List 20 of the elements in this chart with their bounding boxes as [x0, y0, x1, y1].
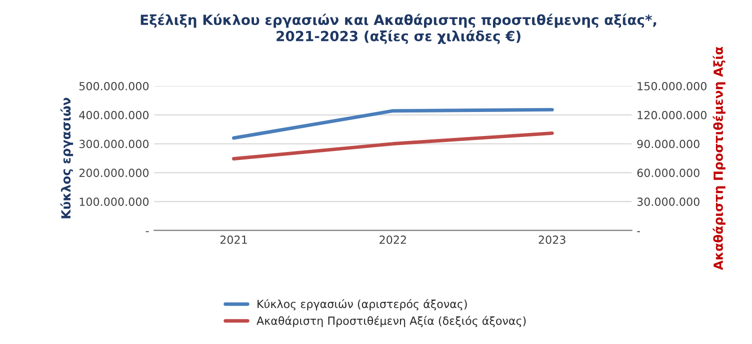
- y-tick-label: 500.000.000: [79, 82, 149, 90]
- y-tick-label: 100.000.000: [80, 198, 149, 206]
- y2-tick-label: 150.000.000: [638, 82, 706, 90]
- y-tick-label: 300.000.000: [79, 140, 149, 148]
- x-tick-label: 2023: [538, 236, 566, 244]
- y2-axis-title: Ακαθάριστη Προστιθέμενη Αξία: [712, 46, 726, 270]
- y2-tick-label: -: [637, 231, 640, 232]
- legend-label: Ακαθάριστη Προστιθέμενη Αξία (δεξιός άξονας): [256, 316, 526, 328]
- legend-label: Κύκλος εργασιών (αριστερός άξονας): [258, 299, 467, 310]
- y-tick-label: 200.000.000: [79, 168, 149, 178]
- x-tick-label: 2022: [380, 236, 406, 244]
- y-tick-label: 400.000.000: [79, 110, 149, 120]
- y2-tick-label: 60.000.000: [637, 168, 700, 178]
- y2-tick-label: 30.000.000: [637, 198, 700, 206]
- y2-tick-label: 120.000.000: [638, 110, 706, 120]
- y-axis-title: Κύκλος εργασιών: [60, 98, 74, 218]
- chart-title: Εξέλιξη Κύκλου εργασιών και Ακαθάριστης προστιθέμενης αξίας*, 2021-2023 (αξίες σε χιλιάδες €): [140, 14, 656, 44]
- y2-tick-label: 90.000.000: [637, 140, 700, 148]
- x-tick-label: 2021: [220, 236, 247, 244]
- y-tick-label: -: [146, 231, 149, 232]
